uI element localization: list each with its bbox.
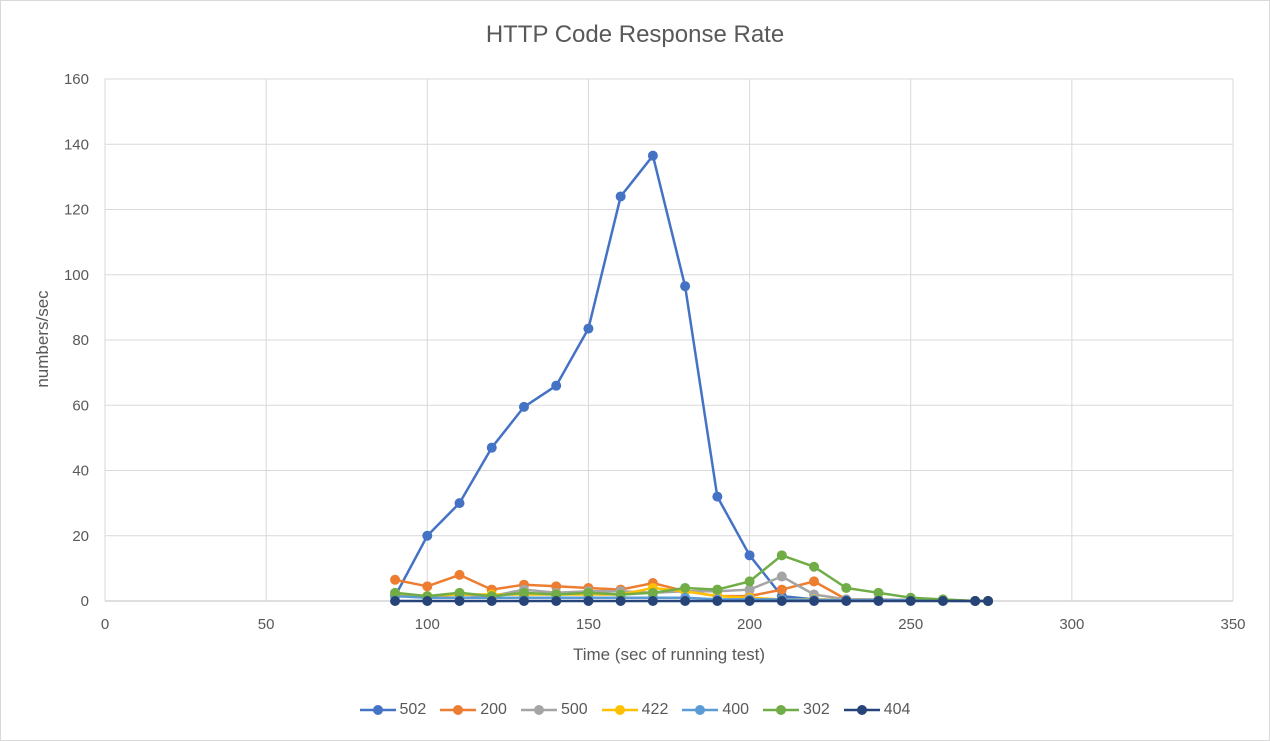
legend-label: 400 — [722, 701, 750, 718]
x-tick-label: 300 — [1059, 616, 1084, 633]
legend-item-400: 400 — [682, 701, 749, 719]
y-tick-label: 0 — [81, 593, 89, 610]
data-point-502 — [615, 191, 626, 202]
legend: 502 200 500 422 400 302 404 — [1, 701, 1269, 719]
y-tick-label: 80 — [72, 332, 89, 349]
legend-item-404: 404 — [843, 701, 911, 719]
data-point-404 — [776, 596, 787, 606]
y-axis-label: numbers/sec — [33, 290, 52, 388]
x-tick-label: 50 — [258, 616, 275, 633]
legend-swatch-400 — [682, 705, 719, 715]
data-point-502 — [422, 530, 433, 541]
x-tick-label: 0 — [101, 616, 109, 633]
legend-swatch-200 — [440, 705, 477, 715]
legend-label: 500 — [560, 701, 588, 718]
data-point-404 — [809, 596, 820, 606]
data-point-404 — [983, 596, 994, 606]
legend-item-200: 200 — [440, 701, 507, 719]
y-tick-label: 40 — [72, 463, 89, 480]
data-point-404 — [873, 596, 884, 606]
x-tick-label: 350 — [1220, 616, 1245, 633]
y-tick-label: 100 — [64, 267, 89, 284]
data-point-200 — [776, 584, 787, 595]
data-point-502 — [647, 150, 658, 161]
y-tick-label: 20 — [72, 528, 89, 545]
data-point-200 — [809, 576, 820, 587]
x-tick-label: 200 — [737, 616, 762, 633]
data-point-302 — [873, 587, 884, 598]
data-point-200 — [454, 569, 465, 580]
y-tick-label: 140 — [64, 136, 89, 153]
data-point-302 — [776, 550, 787, 561]
x-tick-label: 100 — [415, 616, 440, 633]
data-point-404 — [454, 596, 465, 606]
chart-title: HTTP Code Response Rate — [485, 21, 785, 48]
legend-item-502: 502 — [359, 701, 427, 719]
legend-swatch-502 — [359, 705, 396, 715]
data-point-404 — [841, 596, 852, 606]
x-tick-label: 250 — [898, 616, 923, 633]
data-point-404 — [712, 596, 723, 606]
data-point-302 — [390, 587, 401, 598]
legend-swatch-422 — [601, 705, 638, 715]
data-point-500 — [744, 584, 755, 595]
data-point-502 — [680, 281, 691, 292]
data-point-404 — [422, 596, 433, 606]
data-point-404 — [583, 596, 594, 606]
data-point-502 — [712, 491, 723, 502]
legend-label: 404 — [883, 701, 911, 718]
data-point-404 — [551, 596, 562, 606]
data-point-502 — [454, 498, 465, 509]
data-point-502 — [551, 380, 562, 391]
data-point-404 — [970, 596, 981, 606]
data-point-302 — [712, 584, 723, 595]
legend-label: 502 — [399, 701, 427, 718]
data-point-404 — [937, 596, 948, 606]
data-point-302 — [454, 587, 465, 598]
legend-item-500: 500 — [520, 701, 588, 719]
data-point-404 — [390, 596, 401, 606]
series-line-502 — [393, 154, 989, 603]
data-point-200 — [422, 581, 433, 592]
legend-item-422: 422 — [601, 701, 669, 719]
legend-label: 422 — [641, 701, 669, 718]
data-point-404 — [680, 596, 691, 606]
data-point-404 — [905, 596, 916, 606]
y-tick-label: 160 — [64, 71, 89, 88]
legend-label: 302 — [803, 701, 830, 718]
series-line-302 — [394, 554, 989, 603]
legend-swatch-302 — [763, 705, 800, 715]
data-point-404 — [744, 596, 755, 606]
legend-swatch-404 — [843, 705, 880, 715]
data-point-502 — [744, 550, 755, 561]
legend-swatch-500 — [520, 705, 557, 715]
data-point-502 — [486, 442, 497, 453]
data-point-404 — [486, 596, 497, 606]
data-point-404 — [518, 596, 529, 606]
y-tick-label: 60 — [72, 397, 89, 414]
data-point-302 — [680, 582, 691, 593]
data-point-302 — [583, 587, 594, 598]
data-point-302 — [518, 587, 529, 598]
data-point-502 — [518, 401, 529, 412]
legend-item-302: 302 — [763, 701, 830, 719]
x-axis-label: Time (sec of running test) — [572, 645, 766, 664]
data-point-302 — [647, 587, 658, 598]
data-point-404 — [647, 596, 658, 606]
data-point-502 — [583, 323, 594, 334]
data-point-500 — [776, 571, 787, 582]
data-point-200 — [390, 574, 401, 585]
y-tick-label: 120 — [64, 202, 89, 219]
data-point-302 — [809, 561, 820, 572]
data-point-302 — [841, 582, 852, 593]
data-point-404 — [615, 596, 626, 606]
legend-label: 200 — [480, 701, 507, 718]
x-tick-label: 150 — [576, 616, 601, 633]
data-point-302 — [744, 576, 755, 587]
